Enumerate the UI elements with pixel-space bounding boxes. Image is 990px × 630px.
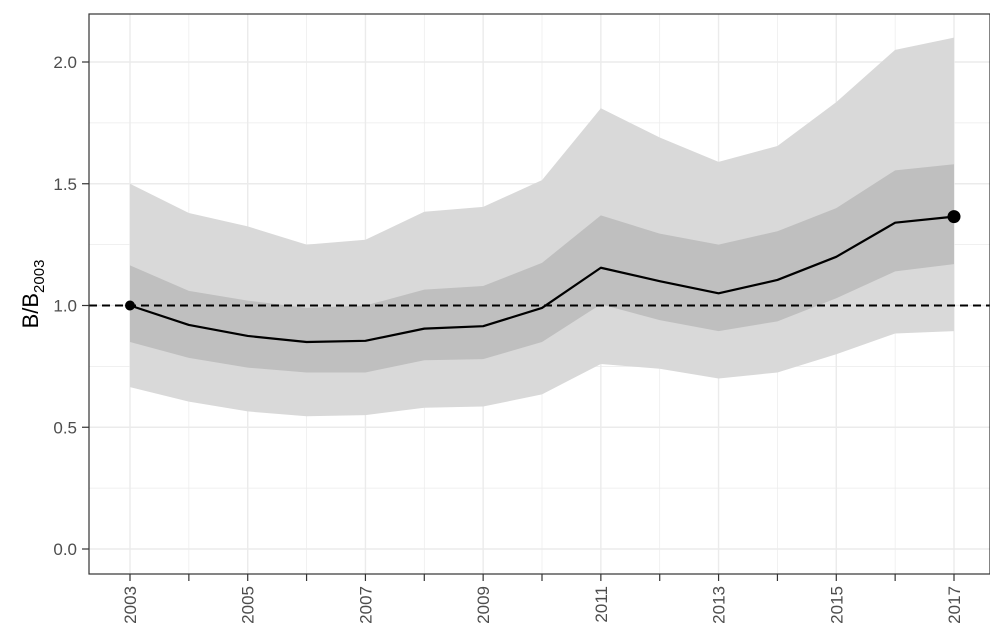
x-tick-label: 2011 — [592, 586, 611, 623]
y-tick-label: 0.5 — [53, 418, 77, 437]
x-tick-label: 2007 — [356, 586, 375, 624]
data-point-2003 — [125, 300, 135, 311]
y-tick-label: 0.0 — [53, 540, 77, 559]
y-axis-title: B/B2003 — [18, 260, 48, 329]
y-axis-title-main: B/B — [18, 293, 43, 328]
y-tick-label: 1.5 — [53, 175, 77, 194]
x-axis: 2003 2005 2007 2009 2011 2013 2015 2017 — [121, 574, 964, 624]
x-tick-label: 2013 — [710, 586, 729, 624]
marked-points-group — [125, 210, 961, 311]
inner-confidence-band — [130, 164, 954, 373]
median-line-group — [129, 215, 955, 344]
x-tick-label: 2015 — [827, 586, 846, 624]
x-tick-label: 2009 — [474, 586, 493, 624]
x-tick-label: 2003 — [121, 586, 140, 624]
median-line — [129, 215, 955, 344]
x-tick-label: 2005 — [239, 586, 258, 624]
y-tick-label: 2.0 — [53, 53, 77, 72]
panel-border — [88, 13, 990, 575]
data-point-2017 — [947, 210, 961, 224]
y-axis-title-subscript: 2003 — [31, 260, 48, 293]
y-axis: 0.0 0.5 1.0 1.5 2.0 — [53, 53, 89, 559]
x-tick-label: 2017 — [945, 586, 964, 624]
confidence-bands — [130, 37, 954, 417]
y-tick-label: 1.0 — [53, 297, 77, 316]
